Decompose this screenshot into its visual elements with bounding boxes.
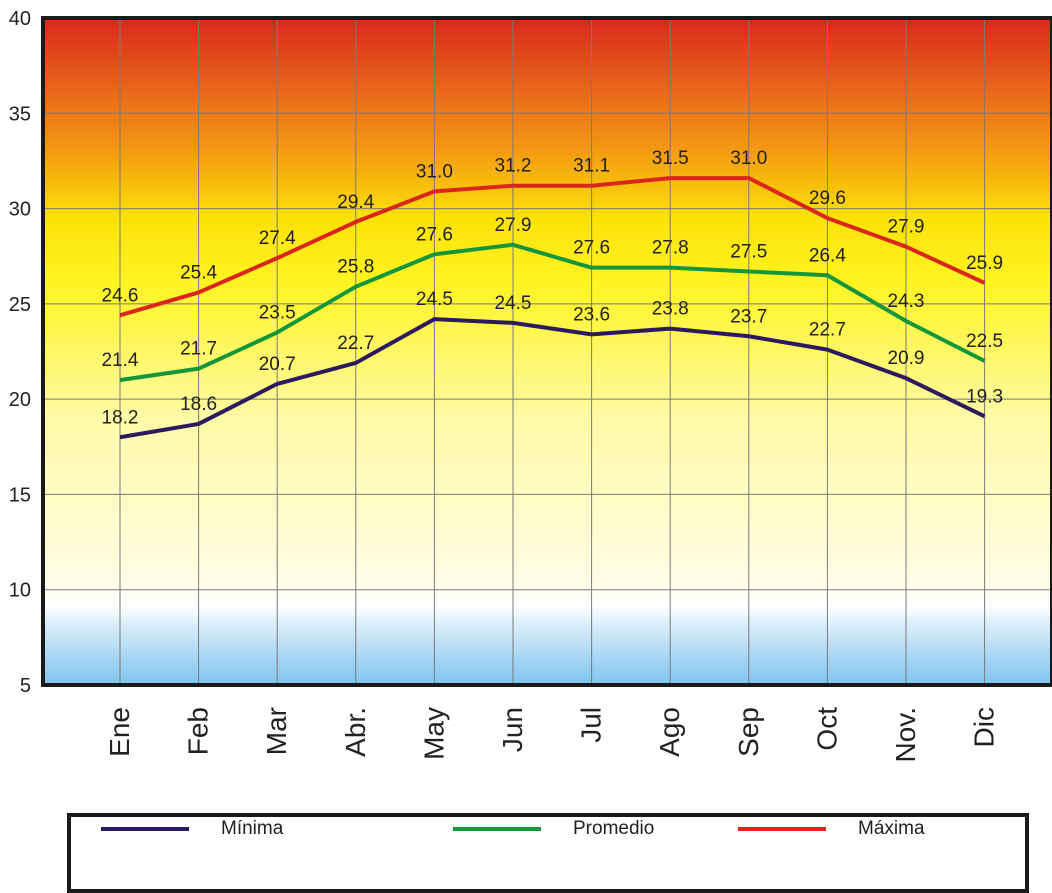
data-label: 26.4 [809,245,846,266]
data-label: 23.5 [259,302,296,323]
legend-swatch-minima [101,827,189,831]
data-label: 23.8 [652,299,689,320]
data-label: 29.6 [809,188,846,209]
data-label: 20.9 [888,348,925,369]
data-label: 27.9 [888,217,925,238]
legend: Mínima Promedio Máxima [67,813,1029,893]
legend-swatch-promedio [453,827,541,831]
data-label: 24.3 [888,291,925,312]
data-label: 22.5 [966,331,1003,352]
data-label: 18.2 [102,407,139,428]
data-label: 23.6 [573,304,610,325]
series-line [119,176,986,318]
data-label: 27.4 [259,228,296,249]
data-label: 25.9 [966,253,1003,274]
legend-item-minima: Mínima [101,817,283,841]
data-label: 27.6 [416,224,453,245]
x-tick-label: May [418,707,449,760]
plot-frame [41,16,1052,687]
data-label: 31.0 [730,148,767,169]
data-label: 21.7 [180,339,217,360]
data-label: 27.8 [652,238,689,259]
data-label: 27.5 [730,241,767,262]
data-label: 22.7 [337,333,374,354]
data-label: 20.7 [259,354,296,375]
data-label: 18.6 [180,394,217,415]
y-tick-label: 15 [9,484,31,506]
y-tick-label: 10 [9,580,31,602]
x-tick-label: Nov. [890,707,921,763]
y-tick-label: 35 [9,103,31,125]
x-axis: Ene Feb Mar Abr. May Jun Jul Ago Sep Oct Nov. Dic [104,707,1000,763]
legend-item-maxima: Máxima [738,817,925,841]
x-tick-label: Abr. [340,707,371,757]
y-tick-label: 25 [9,294,31,316]
x-tick-label: Jul [576,707,607,743]
legend-label-promedio: Promedio [573,818,655,839]
data-label: 31.0 [416,161,453,182]
y-axis: 5 10 15 20 25 30 35 40 [9,8,31,697]
legend-label-maxima: Máxima [858,818,925,839]
y-tick-label: 5 [20,675,31,697]
series-group: 18.2 18.6 20.7 22.7 24.5 24.5 23.6 23.8 23.7 22.7… [102,148,1003,440]
data-label: 27.9 [495,215,532,236]
data-label: 24.5 [495,293,532,314]
data-label: 23.7 [730,306,767,327]
data-label: 19.3 [966,386,1003,407]
data-label: 31.2 [495,156,532,177]
temperature-chart: 18.2 18.6 20.7 22.7 24.5 24.5 23.6 23.8 23.7 22.7… [9,8,1052,763]
data-label: 25.8 [337,257,374,278]
legend-item-promedio: Promedio [453,817,654,841]
x-tick-label: Feb [183,707,214,755]
data-label: 27.6 [573,238,610,259]
data-label: 24.5 [416,289,453,310]
x-tick-label: Oct [811,707,842,751]
data-label: 31.5 [652,148,689,169]
y-tick-label: 30 [9,199,31,221]
data-label: 29.4 [337,192,374,213]
x-tick-label: Dic [969,707,1000,747]
y-tick-label: 40 [9,8,31,30]
x-tick-label: Jun [497,707,528,752]
plot-background [43,18,1052,685]
series-line [119,317,986,440]
data-label: 21.4 [102,350,139,371]
data-label: 24.6 [102,285,139,306]
x-tick-label: Ago [654,707,685,757]
series-line [119,242,986,383]
x-tick-label: Sep [733,707,764,757]
legend-swatch-maxima [738,827,826,831]
data-label: 31.1 [573,156,610,177]
y-tick-label: 20 [9,389,31,411]
data-label: 22.7 [809,320,846,341]
legend-label-minima: Mínima [221,818,284,839]
x-tick-label: Mar [261,707,292,755]
x-tick-label: Ene [104,707,135,757]
data-label: 25.4 [180,262,217,283]
